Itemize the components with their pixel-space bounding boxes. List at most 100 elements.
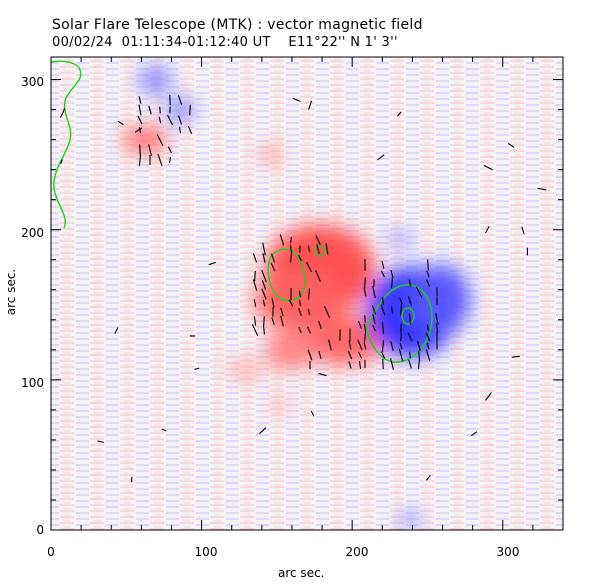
field-vector — [408, 313, 412, 325]
field-vector — [114, 327, 119, 334]
field-vector — [372, 324, 376, 332]
field-vector — [169, 156, 171, 164]
field-vector — [298, 299, 302, 307]
field-vector — [358, 351, 362, 359]
field-vector — [435, 323, 439, 333]
field-vector — [358, 321, 362, 329]
x-tick-label: 100 — [195, 545, 218, 559]
field-vector — [261, 288, 267, 300]
field-vector — [426, 324, 430, 332]
field-vector — [396, 111, 402, 117]
field-vector — [318, 350, 322, 360]
field-vector — [307, 245, 311, 253]
field-vector — [137, 115, 143, 125]
field-vector — [306, 326, 312, 334]
field-vector — [298, 326, 302, 334]
field-vector — [261, 269, 267, 283]
field-vector — [483, 164, 493, 171]
magnetogram-image — [51, 57, 563, 530]
field-vector — [425, 475, 431, 481]
field-vector — [399, 342, 403, 350]
field-vector — [398, 348, 404, 362]
field-vector — [381, 297, 385, 305]
field-vector — [134, 127, 143, 133]
field-vector — [262, 325, 266, 335]
field-vector — [390, 341, 394, 351]
field-vector — [381, 321, 385, 335]
field-vector — [363, 287, 367, 297]
field-vector — [187, 125, 193, 135]
field-vector — [59, 108, 66, 118]
field-vector — [400, 332, 402, 342]
field-vector — [409, 351, 411, 359]
field-vector — [435, 312, 439, 326]
field-vector — [381, 340, 385, 352]
field-vector — [418, 350, 420, 360]
field-vector — [161, 428, 167, 432]
field-vector — [290, 236, 292, 244]
field-vector — [138, 95, 142, 105]
field-vector — [357, 339, 363, 351]
field-vector — [390, 358, 394, 370]
figure-subtitle: 00/02/24 01:11:34-01:12:40 UT E11°22'' N… — [52, 35, 398, 50]
field-vector — [399, 297, 403, 305]
neutral-line-contours — [51, 60, 433, 363]
field-vector — [261, 280, 267, 290]
field-vector — [263, 316, 265, 326]
y-tick-label: 200 — [21, 226, 44, 240]
field-vector — [363, 332, 367, 342]
field-vector — [208, 261, 216, 266]
field-vector — [408, 279, 412, 287]
field-vector — [363, 342, 367, 350]
field-vector — [407, 296, 413, 306]
field-vector — [315, 270, 321, 282]
x-tick-label: 300 — [497, 545, 520, 559]
field-vector — [159, 106, 161, 114]
field-vector — [271, 298, 275, 308]
field-vector — [310, 410, 315, 417]
figure-title: Solar Flare Telescope (MTK) : vector mag… — [52, 17, 423, 33]
field-vector — [138, 104, 142, 116]
y-axis-label: arc sec. — [4, 268, 19, 316]
field-vector — [391, 306, 393, 314]
field-vector — [288, 299, 294, 307]
field-vector — [307, 308, 311, 316]
field-vector — [158, 116, 162, 124]
field-vector — [298, 290, 302, 298]
field-vector — [139, 144, 141, 156]
field-vector — [415, 286, 423, 298]
field-vector — [97, 440, 104, 443]
field-vector — [60, 159, 63, 165]
field-vector — [280, 315, 284, 327]
field-vector — [259, 427, 267, 435]
field-vector — [325, 243, 329, 255]
field-vector — [381, 261, 385, 269]
field-vector — [485, 226, 490, 234]
field-vector — [178, 126, 182, 134]
field-vector — [364, 277, 366, 289]
field-vector — [372, 314, 376, 324]
field-vector — [254, 270, 256, 282]
field-vector — [377, 154, 385, 161]
field-vector — [380, 304, 386, 316]
field-vector — [417, 340, 421, 352]
field-vector — [426, 270, 430, 278]
field-vector — [427, 259, 429, 271]
field-vector — [417, 358, 421, 370]
field-vector — [139, 126, 141, 134]
field-vector — [318, 320, 322, 330]
field-vector — [270, 262, 276, 272]
field-vector — [380, 351, 386, 359]
field-vector — [253, 316, 257, 326]
field-vector — [537, 187, 547, 191]
field-vector — [148, 105, 152, 115]
field-vector — [157, 153, 163, 167]
field-vector — [252, 279, 258, 291]
field-vector — [177, 95, 183, 105]
field-vector — [426, 342, 430, 350]
field-vector — [262, 299, 266, 307]
field-vector — [348, 340, 352, 350]
field-vector — [167, 114, 173, 126]
field-vector — [318, 372, 327, 377]
field-vector — [328, 339, 332, 351]
